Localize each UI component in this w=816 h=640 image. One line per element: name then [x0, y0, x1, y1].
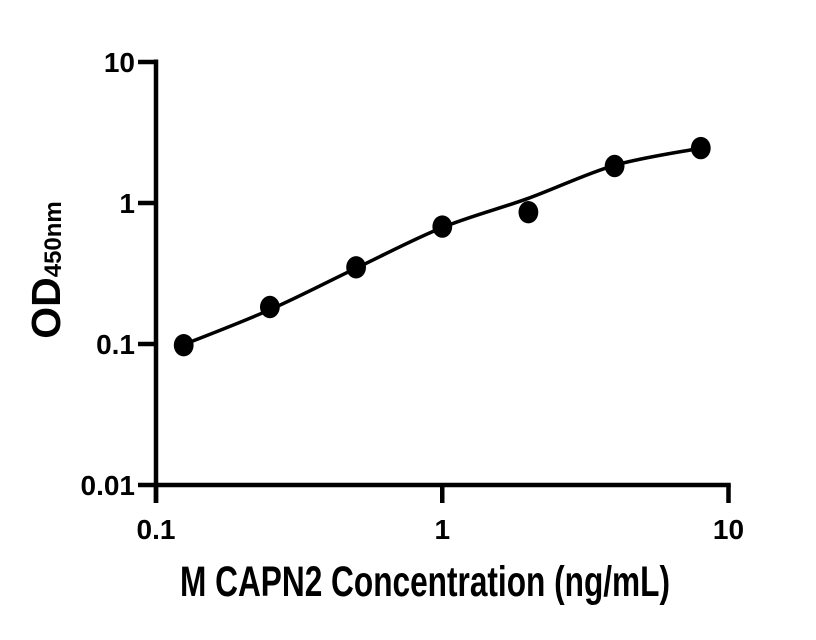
data-point-marker	[604, 154, 625, 178]
fit-curve	[181, 146, 703, 347]
data-point-marker	[346, 256, 366, 279]
y-axis-title: OD450nm	[23, 201, 69, 339]
y-axis-tick-label: 0.1	[96, 329, 135, 360]
y-axis-title-main: OD	[23, 277, 69, 339]
data-point-marker	[173, 334, 194, 357]
y-axis-title-subscript: 450nm	[40, 201, 67, 277]
y-axis-tick-label: 0.01	[81, 470, 136, 501]
data-point-marker	[518, 201, 539, 224]
y-axis-tick-label: 1	[119, 188, 135, 219]
data-point-marker	[690, 136, 711, 160]
x-axis-tick-label: 0.1	[137, 514, 176, 545]
y-axis-tick-label: 10	[104, 47, 135, 78]
x-axis-tick-label: 1	[434, 514, 450, 545]
data-point-marker	[260, 295, 280, 319]
x-axis-title: M CAPN2 Concentration (ng/mL)	[180, 558, 670, 606]
x-axis-tick-label: 10	[713, 514, 744, 545]
data-point-marker	[432, 215, 453, 238]
